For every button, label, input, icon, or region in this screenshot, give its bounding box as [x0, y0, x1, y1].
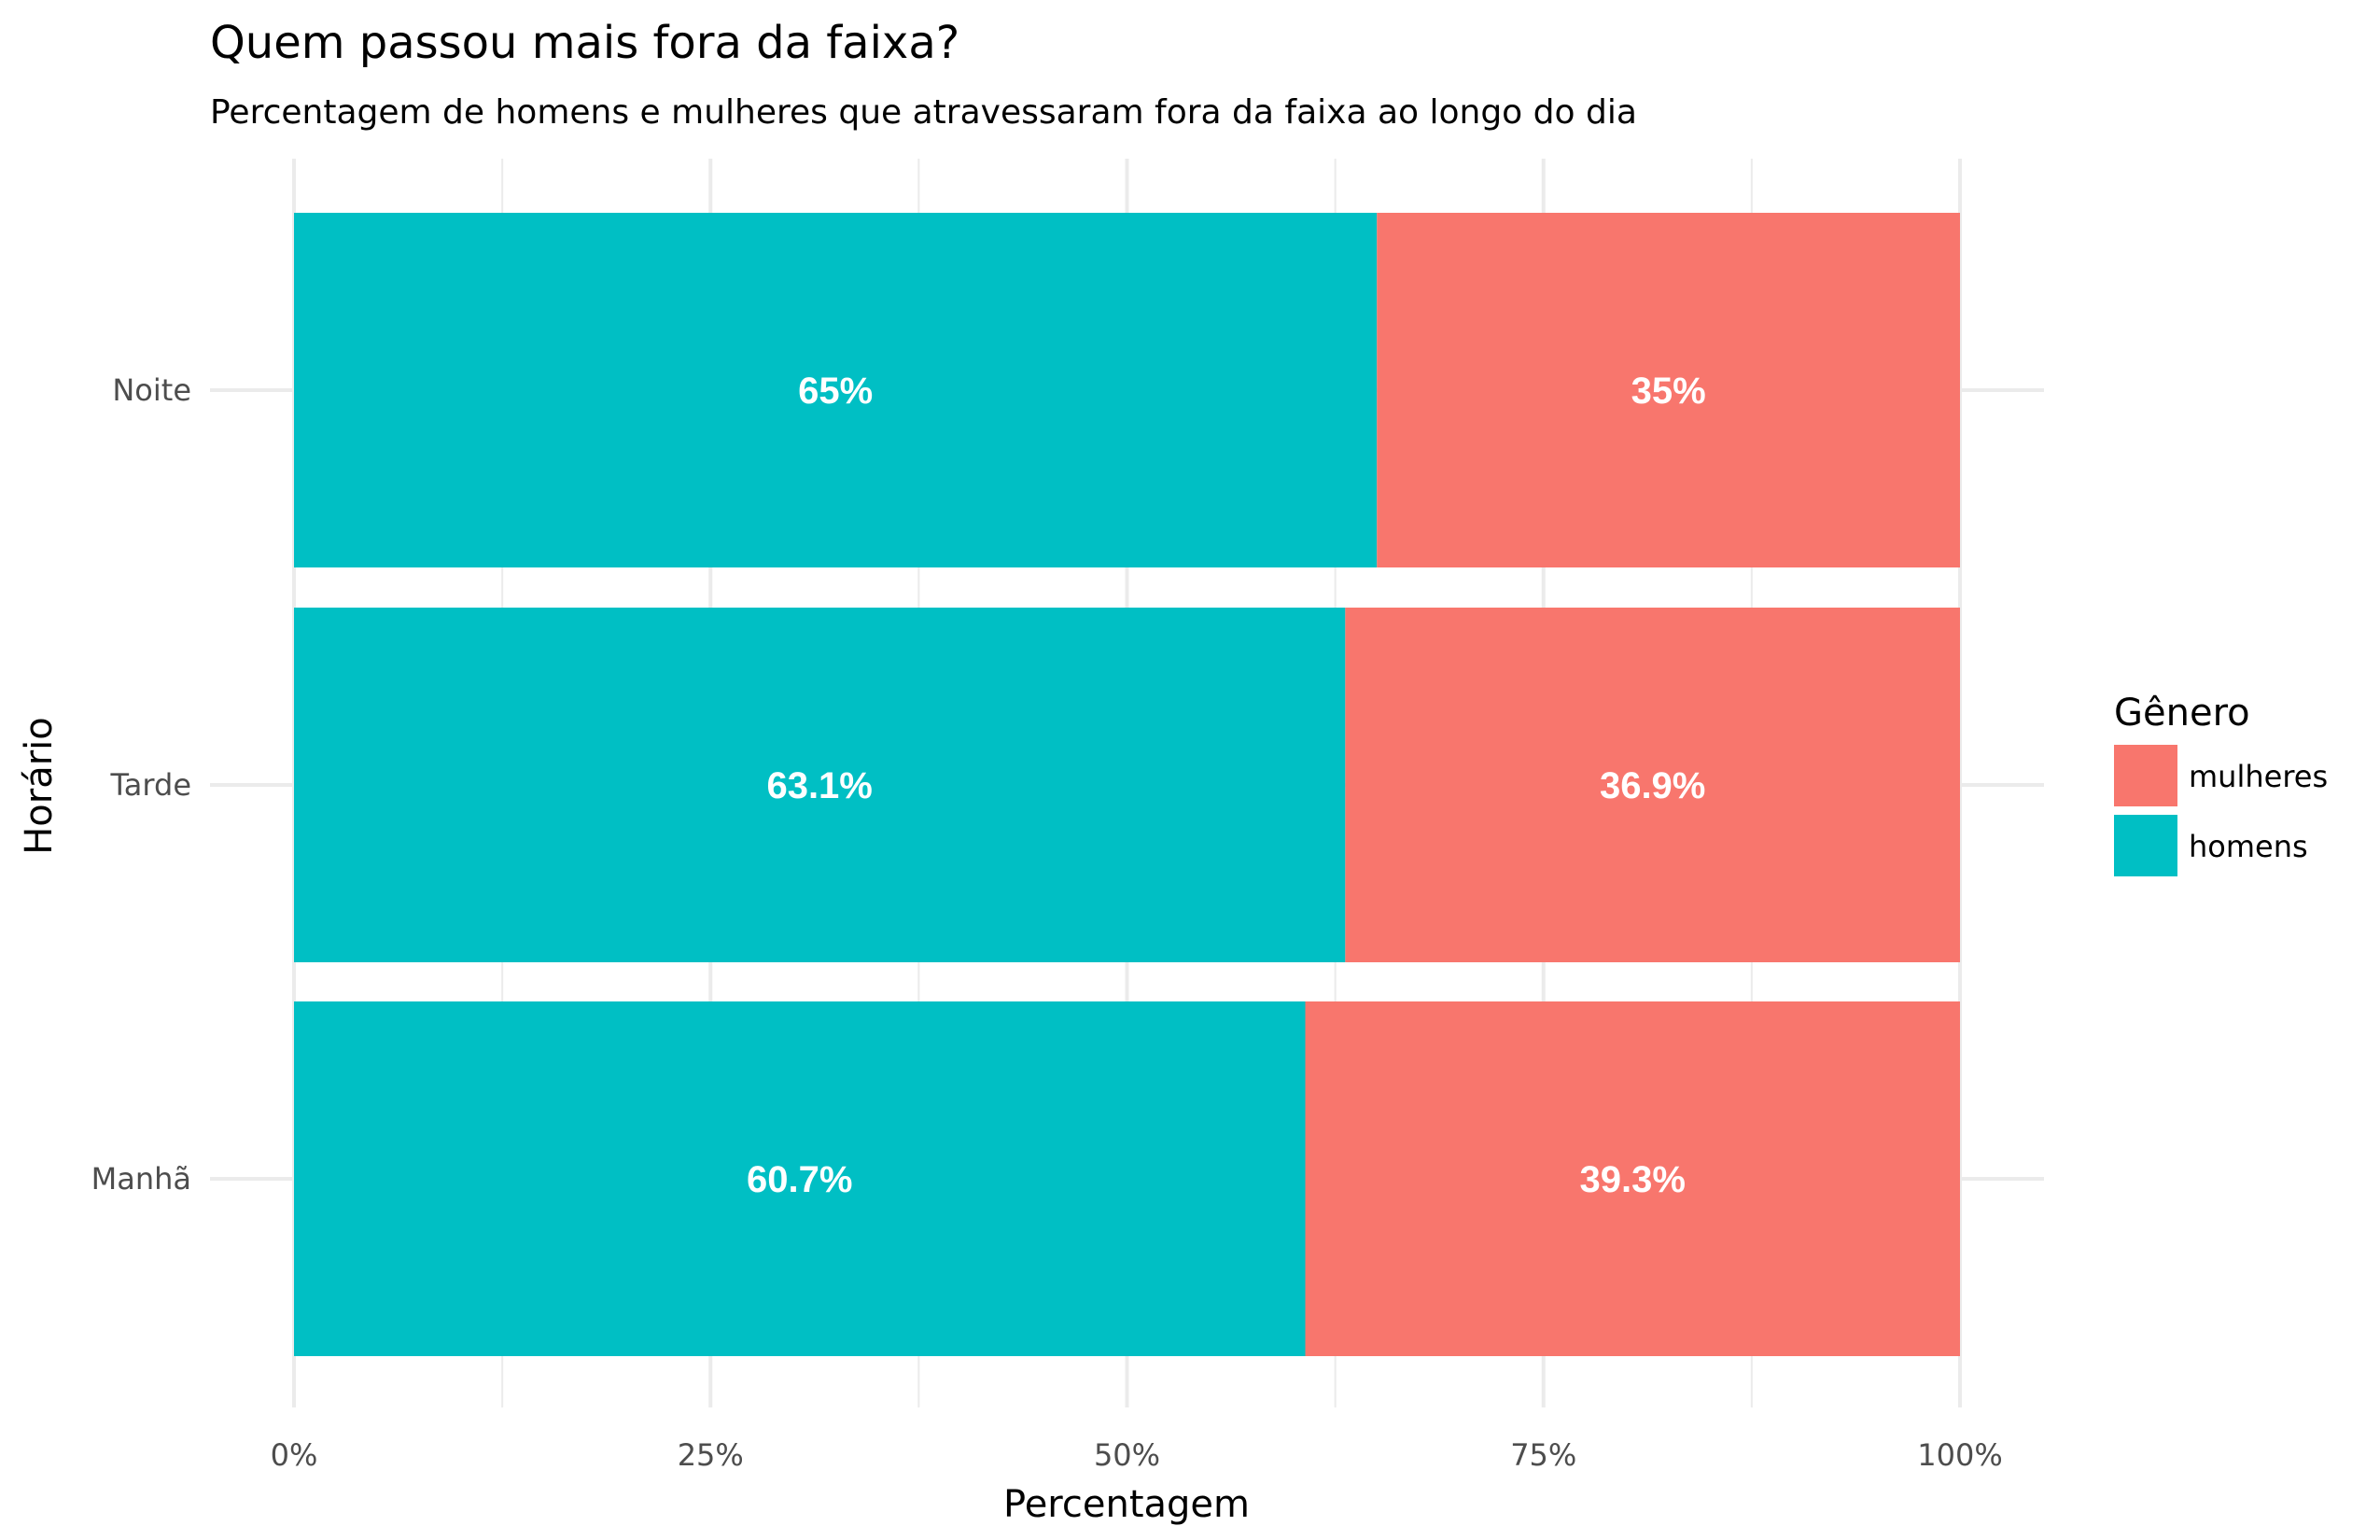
bar-label-mulheres-1: 36.9%: [1600, 765, 1705, 806]
x-tick-label: 50%: [1094, 1437, 1160, 1473]
bar-homens-0: [294, 1001, 1306, 1356]
legend-title: Gênero: [2114, 692, 2250, 735]
bar-label-mulheres-0: 39.3%: [1580, 1159, 1686, 1200]
y-axis-ticks: Manhã Tarde Noite: [91, 372, 191, 1197]
legend-key-homens: [2114, 815, 2177, 876]
legend-key-mulheres: [2114, 745, 2177, 806]
bar-labels: 60.7% 39.3% 63.1% 36.9% 65% 35%: [747, 371, 1706, 1200]
bar-label-homens-2: 65%: [798, 371, 873, 412]
bar-homens-2: [294, 213, 1378, 567]
x-tick-label: 0%: [271, 1437, 318, 1473]
x-tick-label: 100%: [1917, 1437, 2002, 1473]
bar-label-mulheres-2: 35%: [1631, 371, 1706, 412]
x-tick-label: 75%: [1510, 1437, 1576, 1473]
bar-mulheres-0: [1305, 1001, 1960, 1356]
legend-label-mulheres: mulheres: [2189, 759, 2328, 794]
x-axis-title: Percentagem: [1003, 1483, 1250, 1526]
y-tick-label: Noite: [112, 372, 191, 408]
bar-mulheres-2: [1377, 213, 1960, 567]
legend: Gênero mulheres homens: [2114, 692, 2328, 876]
bars: [294, 213, 1960, 1356]
y-axis-title: Horário: [18, 717, 61, 855]
legend-label-homens: homens: [2189, 829, 2308, 864]
y-tick-label: Manhã: [91, 1161, 191, 1197]
bar-homens-1: [294, 608, 1346, 962]
bar-label-homens-1: 63.1%: [766, 765, 872, 806]
y-tick-label: Tarde: [110, 767, 191, 803]
x-tick-label: 25%: [678, 1437, 744, 1473]
x-axis-ticks: 0% 25% 50% 75% 100%: [271, 1437, 2003, 1473]
bar-label-homens-0: 60.7%: [747, 1159, 852, 1200]
bar-mulheres-1: [1345, 608, 1960, 962]
chart-title: Quem passou mais fora da faixa?: [210, 17, 959, 69]
chart-subtitle: Percentagem de homens e mulheres que atr…: [210, 93, 1637, 132]
